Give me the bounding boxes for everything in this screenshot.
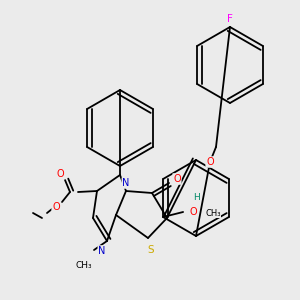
Text: F: F [227,14,233,24]
Text: O: O [52,202,60,212]
Text: O: O [206,157,214,167]
Text: O: O [173,174,181,184]
Text: CH₃: CH₃ [205,208,220,217]
Text: H: H [193,193,200,202]
Text: N: N [98,246,106,256]
Text: O: O [189,207,197,217]
Text: S: S [148,245,154,255]
Text: CH₃: CH₃ [76,261,92,270]
Text: O: O [56,169,64,179]
Text: N: N [122,178,130,188]
